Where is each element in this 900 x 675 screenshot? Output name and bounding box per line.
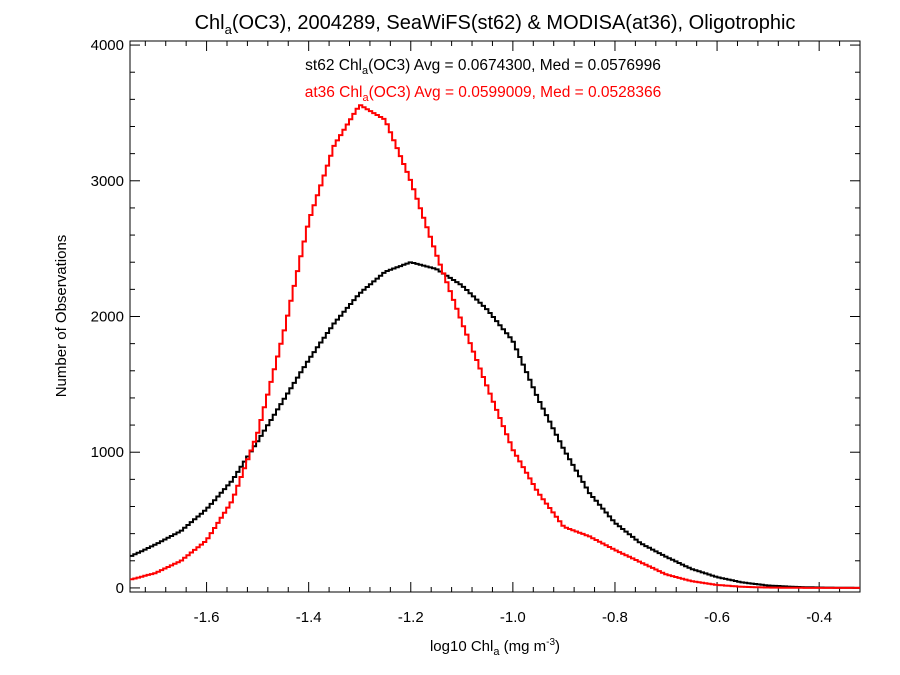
annotation-at36-text-2: (OC3) Avg = 0.0599009, Med = 0.0528366 — [369, 84, 662, 101]
title-subscript: a — [225, 22, 233, 37]
x-axis-label-superscript: -3 — [546, 637, 555, 648]
annotation-at36-text-1: at36 Chl — [305, 84, 363, 101]
x-tick-label: -1.2 — [398, 609, 424, 626]
axis-tick-labels: -1.6 -1.4 -1.2 -1.0 -0.8 -0.6 -0.4 0 1000 2000 300… — [91, 37, 832, 626]
x-tick-label: -1.4 — [296, 609, 322, 626]
y-tick-label: 4000 — [91, 37, 124, 54]
series-st62-line — [130, 261, 860, 589]
annotation-st62-text-1: st62 Chl — [305, 57, 362, 74]
y-tick-label: 2000 — [91, 309, 124, 326]
annotation-at36-subscript: a — [362, 92, 369, 104]
y-tick-label: 3000 — [91, 173, 124, 190]
series-at36-line — [130, 104, 860, 589]
x-tick-label: -0.4 — [806, 609, 832, 626]
axis-ticks — [130, 41, 861, 592]
chart-title: Chla(OC3), 2004289, SeaWiFS(st62) & MODI… — [195, 12, 796, 37]
x-axis-label-text-3: ) — [555, 638, 560, 655]
x-axis-label-subscript: a — [493, 646, 500, 658]
x-axis-label: log10 Chla (mg m-3) — [430, 637, 560, 658]
x-axis-label-text-2: (mg m — [499, 638, 546, 655]
y-axis-label: Number of Observations — [53, 235, 70, 398]
annotation-st62-subscript: a — [362, 65, 369, 77]
series-layer — [130, 104, 860, 589]
annotation-at36: at36 Chla(OC3) Avg = 0.0599009, Med = 0.… — [305, 84, 662, 104]
title-text-1: Chl — [195, 12, 225, 34]
x-tick-label: -1.6 — [194, 609, 220, 626]
x-tick-label: -0.8 — [602, 609, 628, 626]
y-tick-label: 1000 — [91, 444, 124, 461]
title-text-2: (OC3), 2004289, SeaWiFS(st62) & MODISA(a… — [232, 12, 796, 34]
annotation-st62: st62 Chla(OC3) Avg = 0.0674300, Med = 0.… — [305, 57, 661, 77]
x-axis-label-text-1: log10 Chl — [430, 638, 493, 655]
annotation-st62-text-2: (OC3) Avg = 0.0674300, Med = 0.0576996 — [368, 57, 661, 74]
y-tick-label: 0 — [116, 580, 124, 597]
x-tick-label: -1.0 — [500, 609, 526, 626]
x-tick-label: -0.6 — [704, 609, 730, 626]
